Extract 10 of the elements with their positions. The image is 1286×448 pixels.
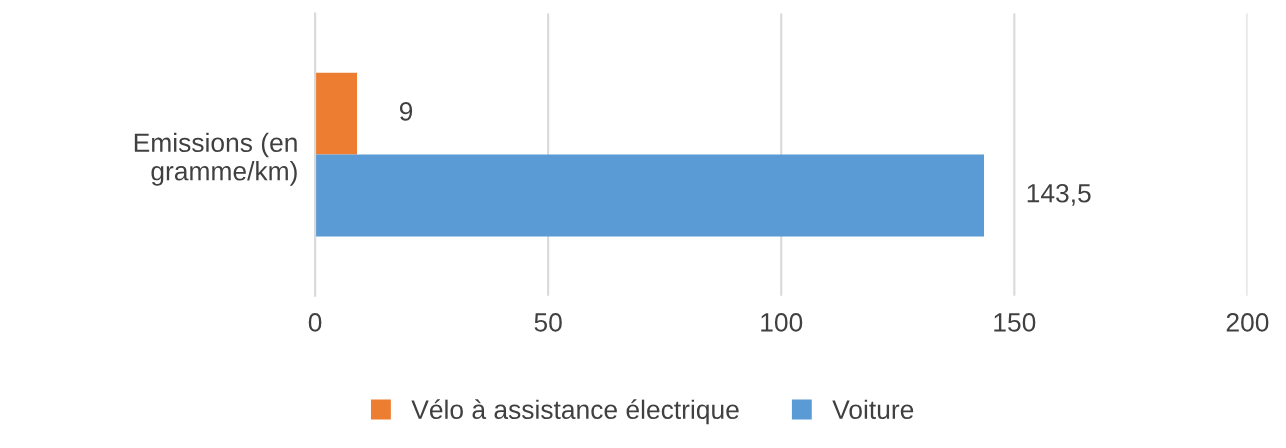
x-tick-label: 100 [761, 313, 803, 332]
data-label: 143,5 [1027, 183, 1091, 206]
legend-label: Vélo à assistance électrique [411, 399, 739, 425]
x-tick-label: 0 [308, 313, 322, 332]
legend-label: Voiture [832, 399, 914, 420]
y-tick-label: Emissions (en gramme/km) [134, 132, 297, 186]
data-label: 9 [399, 102, 413, 121]
x-tick-label: 200 [1226, 313, 1269, 332]
x-tick-label: 150 [994, 313, 1036, 332]
x-tick-label: 50 [534, 313, 562, 332]
